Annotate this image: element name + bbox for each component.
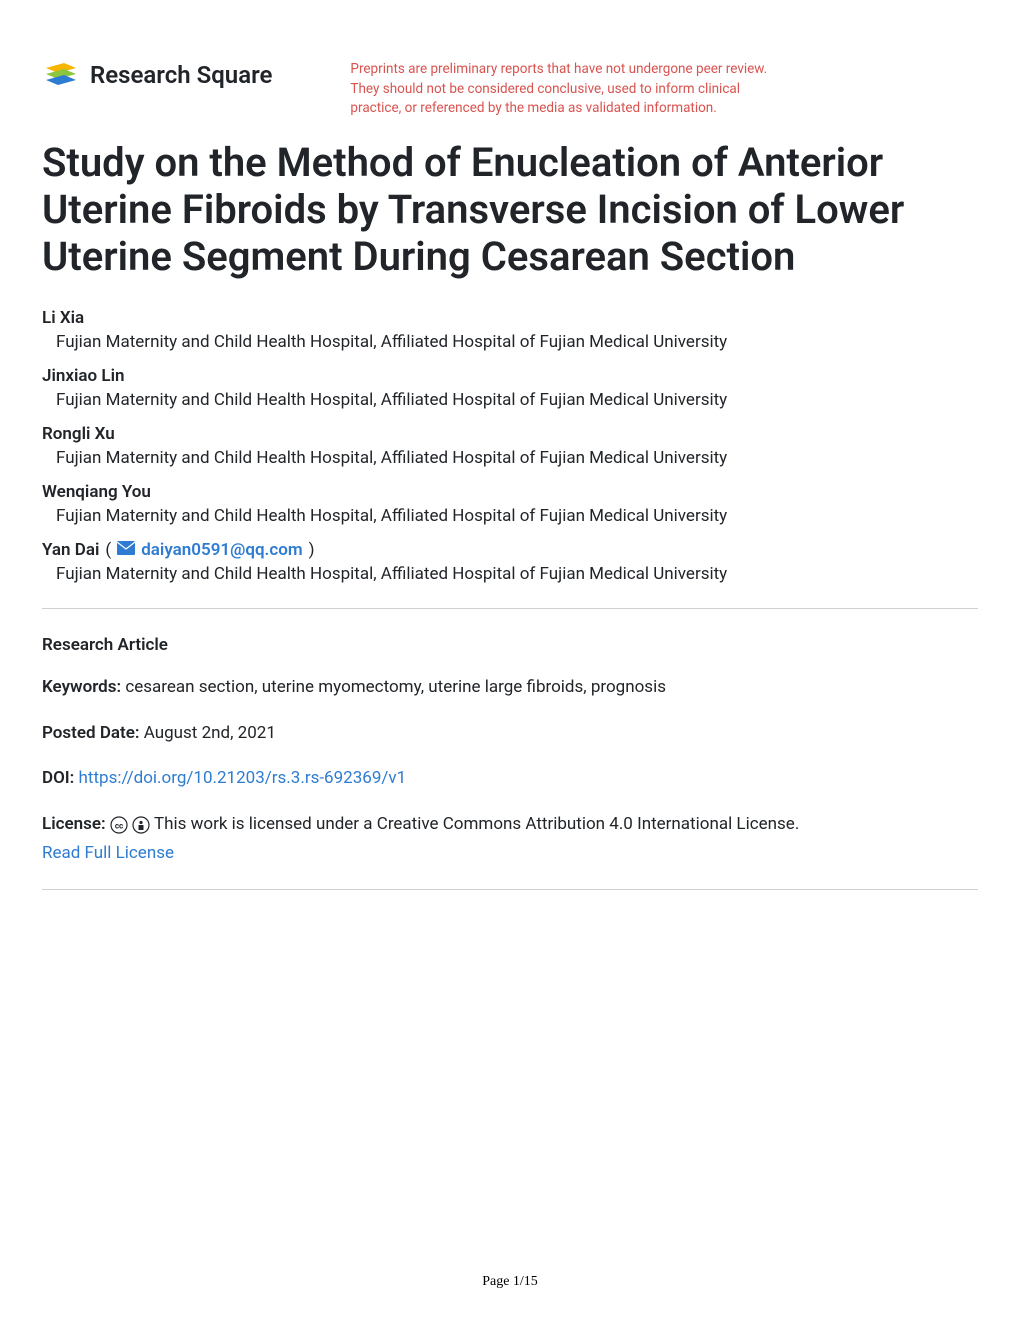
author-entry: Jinxiao Lin Fujian Maternity and Child H… xyxy=(42,366,978,410)
page-number: Page 1/15 xyxy=(482,1274,538,1290)
license-row: License: cc This work is licensed under … xyxy=(42,812,978,867)
corresponding-email[interactable]: daiyan0591@qq.com xyxy=(141,540,302,560)
article-title: Study on the Method of Enucleation of An… xyxy=(42,139,978,281)
svg-text:cc: cc xyxy=(115,822,123,831)
author-affiliation: Fujian Maternity and Child Health Hospit… xyxy=(56,332,978,352)
keywords-row: Keywords: cesarean section, uterine myom… xyxy=(42,675,978,701)
author-name: Rongli Xu xyxy=(42,424,978,444)
author-name-text: Yan Dai xyxy=(42,540,99,560)
corresponding-open: ( xyxy=(105,540,111,560)
posted-date-row: Posted Date: August 2nd, 2021 xyxy=(42,721,978,747)
cc-icon: cc xyxy=(110,813,128,836)
brand-logo[interactable]: Research Square xyxy=(42,60,272,90)
author-name: Wenqiang You xyxy=(42,482,978,502)
author-affiliation: Fujian Maternity and Child Health Hospit… xyxy=(56,506,978,526)
author-name: Yan Dai ( daiyan0591@qq.com ) xyxy=(42,540,978,560)
keywords-label: Keywords: xyxy=(42,677,121,697)
license-label: License: xyxy=(42,814,106,834)
keywords-value: cesarean section, uterine myomectomy, ut… xyxy=(125,677,666,697)
envelope-icon xyxy=(117,540,135,560)
doi-label: DOI: xyxy=(42,768,74,788)
divider xyxy=(42,608,978,609)
license-text: This work is licensed under a Creative C… xyxy=(154,814,799,834)
posted-date-label: Posted Date: xyxy=(42,723,140,743)
posted-date-value: August 2nd, 2021 xyxy=(144,723,276,743)
license-link[interactable]: Read Full License xyxy=(42,841,174,867)
cc-by-icon xyxy=(132,813,150,836)
brand-name: Research Square xyxy=(90,61,272,89)
corresponding-close: ) xyxy=(309,540,315,560)
preprint-notice: Preprints are preliminary reports that h… xyxy=(350,60,780,119)
doi-link[interactable]: https://doi.org/10.21203/rs.3.rs-692369/… xyxy=(79,768,407,788)
author-affiliation: Fujian Maternity and Child Health Hospit… xyxy=(56,448,978,468)
doi-row: DOI: https://doi.org/10.21203/rs.3.rs-69… xyxy=(42,766,978,792)
author-name: Jinxiao Lin xyxy=(42,366,978,386)
author-entry: Wenqiang You Fujian Maternity and Child … xyxy=(42,482,978,526)
research-square-icon xyxy=(42,60,80,90)
author-entry: Yan Dai ( daiyan0591@qq.com ) Fujian Mat… xyxy=(42,540,978,584)
author-name: Li Xia xyxy=(42,308,978,328)
author-entry: Rongli Xu Fujian Maternity and Child Hea… xyxy=(42,424,978,468)
author-affiliation: Fujian Maternity and Child Health Hospit… xyxy=(56,390,978,410)
author-affiliation: Fujian Maternity and Child Health Hospit… xyxy=(56,564,978,584)
header: Research Square Preprints are preliminar… xyxy=(42,60,978,119)
article-type: Research Article xyxy=(42,635,978,655)
author-entry: Li Xia Fujian Maternity and Child Health… xyxy=(42,308,978,352)
divider xyxy=(42,889,978,890)
authors-list: Li Xia Fujian Maternity and Child Health… xyxy=(42,308,978,584)
